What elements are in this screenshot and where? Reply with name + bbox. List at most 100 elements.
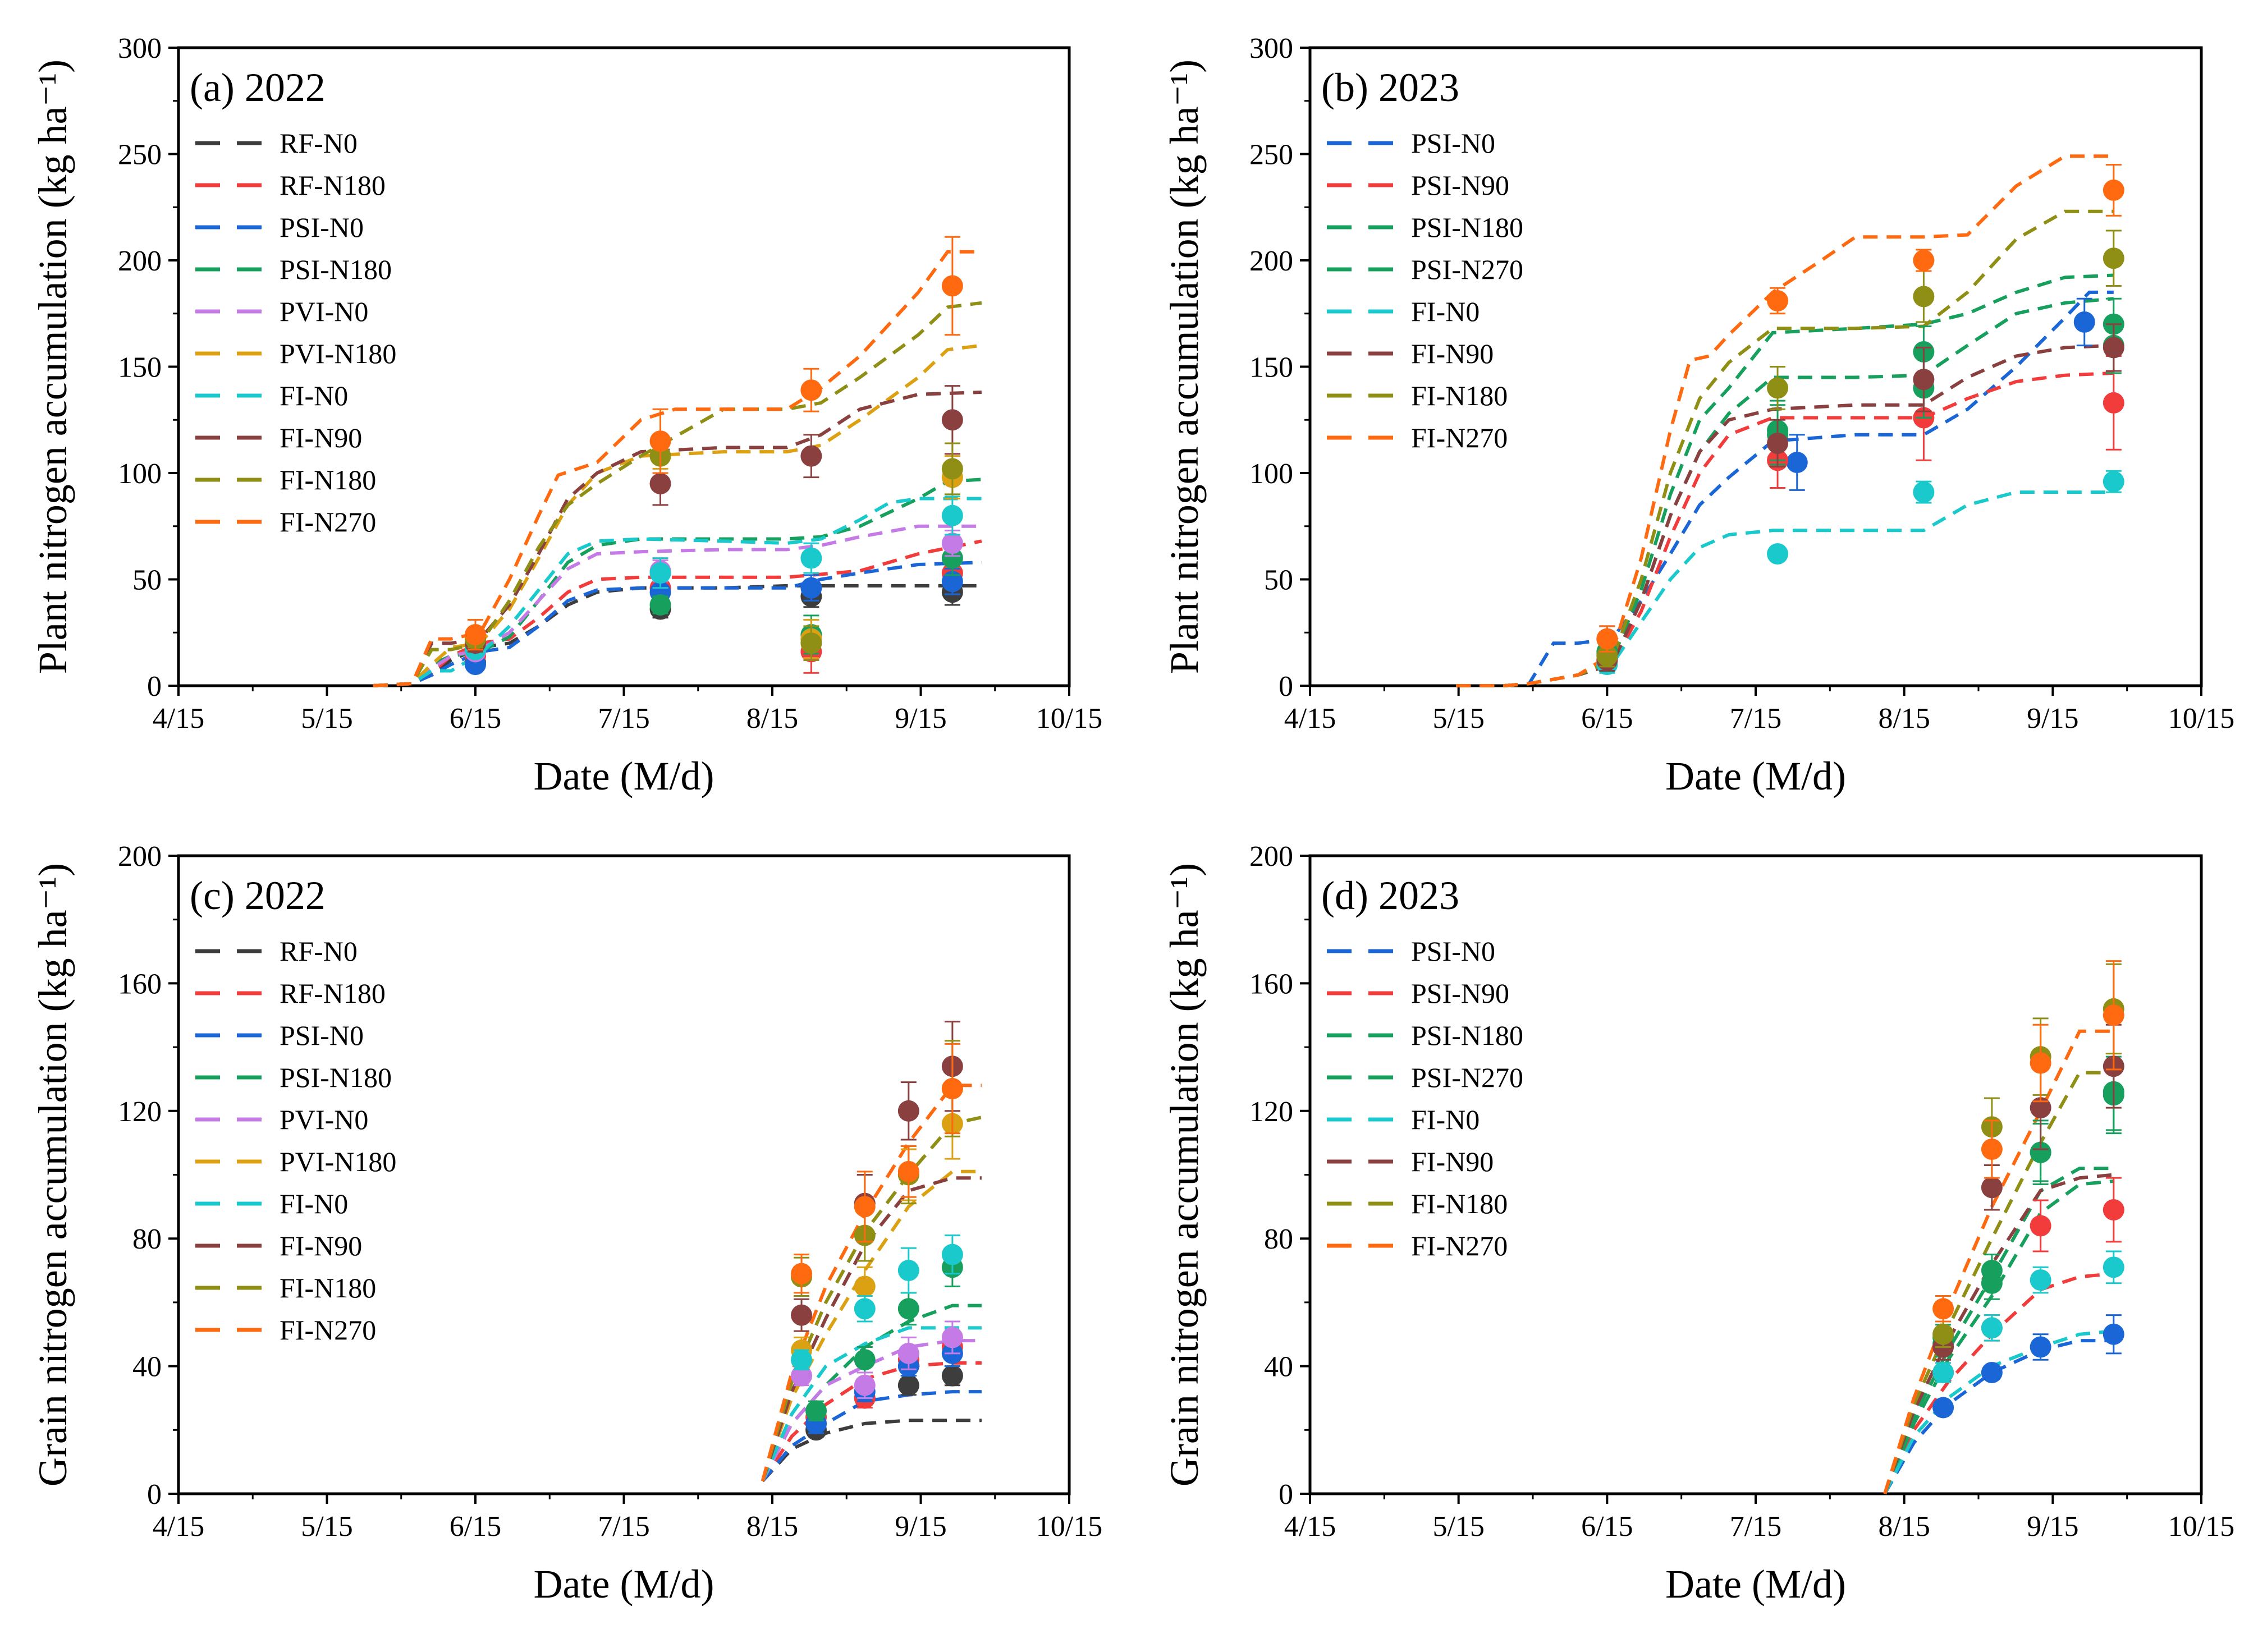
data-point-FI-N0 (1913, 481, 1935, 503)
legend-label: FI-N0 (280, 380, 348, 411)
x-tick-label: 5/15 (301, 703, 352, 735)
data-point-FI-N90 (791, 1304, 813, 1326)
y-tick-label: 40 (1264, 1351, 1293, 1383)
series-line-PSI-N180 (1883, 1179, 2114, 1495)
legend-label: FI-N0 (280, 1188, 348, 1219)
data-point-FI-N90 (897, 1100, 919, 1122)
data-point-FI-N90 (1767, 432, 1789, 454)
series-line-PSI-N90 (1883, 1272, 2114, 1495)
x-tick-label: 5/15 (1432, 703, 1484, 735)
y-tick-label: 80 (132, 1223, 162, 1255)
series-line-FI-N270 (1456, 154, 2114, 687)
data-point-FI-N270 (1981, 1139, 2003, 1160)
x-tick-label: 8/15 (1878, 1511, 1930, 1543)
series-line-FI-N180 (373, 301, 982, 687)
data-point-FI-N270 (1913, 250, 1935, 271)
y-axis-title: Plant nitrogen accumulation (kg ha⁻¹) (1162, 59, 1207, 674)
data-point-RF-N0 (941, 1365, 963, 1387)
x-tick-label: 7/15 (1730, 703, 1781, 735)
data-point-PSI-N0 (1932, 1397, 1954, 1419)
y-tick-label: 250 (1249, 139, 1293, 171)
data-point-PSI-N90 (2103, 1199, 2124, 1221)
series-line-PSI-N180 (373, 478, 982, 687)
data-point-PSI-N180 (854, 1349, 876, 1371)
x-tick-label: 9/15 (895, 1511, 946, 1543)
x-axis-title: Date (M/d) (534, 754, 715, 799)
legend-label: FI-N270 (280, 1314, 376, 1346)
y-axis-title: Grain nitrogen accumulation (kg ha⁻¹) (30, 863, 75, 1486)
data-point-PSI-N180 (805, 1400, 827, 1422)
data-point-FI-N0 (897, 1260, 919, 1282)
legend-label: PVI-N180 (280, 338, 396, 369)
data-point-PSI-N0 (2103, 1323, 2124, 1345)
series-line-FI-N90 (1456, 343, 2114, 687)
data-point-PVI-N0 (854, 1374, 876, 1396)
data-point-FI-N270 (2103, 179, 2124, 201)
legend-label: FI-N0 (1411, 296, 1480, 327)
legend-label: FI-N90 (1411, 1146, 1494, 1177)
legend-label: RF-N180 (280, 169, 386, 201)
x-axis-title: Date (M/d) (1665, 754, 1846, 799)
data-point-PSI-N0 (800, 577, 822, 599)
x-tick-label: 4/15 (153, 1511, 204, 1543)
legend-label: PSI-N0 (280, 212, 364, 243)
y-tick-label: 0 (147, 671, 162, 703)
data-point-PSI-N0 (1786, 452, 1808, 474)
data-point-FI-N270 (791, 1263, 813, 1284)
y-tick-label: 200 (118, 841, 162, 873)
series-line-PVI-N0 (373, 524, 982, 687)
legend-label: FI-N90 (1411, 338, 1494, 369)
data-point-PSI-N180 (897, 1298, 919, 1320)
data-point-PVI-N180 (854, 1275, 876, 1297)
y-tick-label: 40 (132, 1351, 162, 1383)
data-point-FI-N0 (1981, 1317, 2003, 1339)
x-tick-label: 8/15 (746, 1511, 798, 1543)
x-tick-label: 10/15 (1036, 1511, 1102, 1543)
legend-label: FI-N180 (280, 1272, 376, 1304)
y-tick-label: 250 (118, 139, 162, 171)
legend-label: FI-N270 (1411, 1230, 1508, 1261)
x-tick-label: 10/15 (1036, 703, 1102, 735)
y-tick-label: 300 (1249, 33, 1293, 65)
series-line-FI-N0 (1883, 1329, 2114, 1495)
data-point-FI-N270 (465, 624, 486, 646)
data-point-PSI-N180 (941, 547, 963, 569)
legend-label: PSI-N270 (1411, 1062, 1523, 1093)
series-line-FI-N270 (373, 250, 982, 687)
legend-label: PVI-N0 (280, 296, 368, 327)
series-line-RF-N180 (373, 539, 982, 687)
y-tick-label: 100 (1249, 458, 1293, 490)
legend-label: PVI-N0 (280, 1104, 368, 1135)
data-point-FI-N180 (2103, 247, 2124, 269)
data-point-FI-N270 (800, 379, 822, 401)
data-point-PVI-N0 (941, 533, 963, 554)
panel-title: (a) 2022 (190, 65, 326, 110)
x-tick-label: 7/15 (598, 1511, 649, 1543)
data-point-PSI-N270 (1981, 1272, 2003, 1294)
legend-label: PSI-N0 (280, 1020, 364, 1051)
data-point-FI-N270 (1767, 290, 1789, 312)
data-point-FI-N270 (1596, 628, 1618, 650)
data-point-FI-N0 (791, 1349, 813, 1371)
y-tick-label: 120 (118, 1096, 162, 1128)
data-point-FI-N90 (800, 445, 822, 467)
y-tick-label: 0 (1279, 671, 1293, 703)
x-tick-label: 6/15 (450, 1511, 501, 1543)
y-tick-label: 50 (1264, 565, 1293, 596)
data-point-FI-N270 (941, 275, 963, 297)
data-point-FI-N270 (2103, 1004, 2124, 1026)
x-tick-label: 6/15 (1581, 1511, 1633, 1543)
x-tick-label: 6/15 (450, 703, 501, 735)
legend-label: PSI-N180 (280, 254, 392, 285)
data-point-FI-N90 (2103, 337, 2124, 359)
panel-a: 4/15 5/15 6/15 7/15 8/15 9/15 10/15 0 50 100 150 20… (30, 33, 1102, 799)
series-line-PSI-N0 (1456, 290, 2114, 687)
y-axis-title: Plant nitrogen accumulation (kg ha⁻¹) (30, 59, 75, 674)
x-tick-label: 9/15 (895, 703, 946, 735)
data-point-FI-N180 (1596, 645, 1618, 667)
series-line-PSI-N270 (1456, 273, 2114, 687)
x-tick-label: 7/15 (1730, 1511, 1781, 1543)
data-point-FI-N0 (854, 1298, 876, 1320)
data-point-PSI-N180 (649, 594, 671, 616)
